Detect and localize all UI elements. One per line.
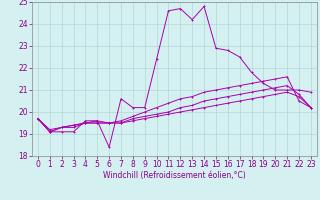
X-axis label: Windchill (Refroidissement éolien,°C): Windchill (Refroidissement éolien,°C): [103, 171, 246, 180]
